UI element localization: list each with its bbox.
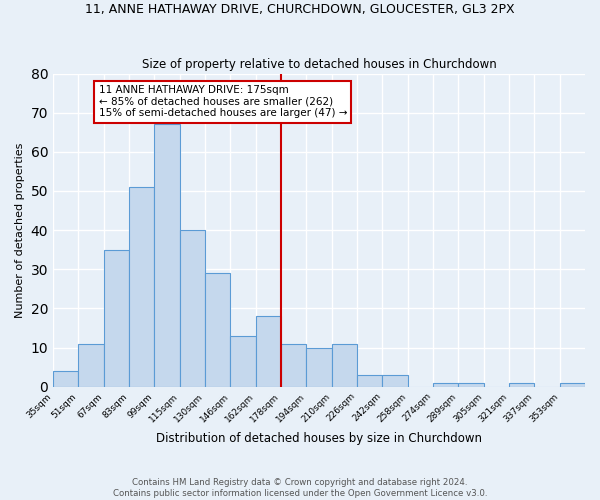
- Text: 11, ANNE HATHAWAY DRIVE, CHURCHDOWN, GLOUCESTER, GL3 2PX: 11, ANNE HATHAWAY DRIVE, CHURCHDOWN, GLO…: [85, 2, 515, 16]
- Bar: [509, 383, 535, 386]
- Bar: [382, 375, 407, 386]
- Bar: [53, 371, 79, 386]
- Bar: [179, 230, 205, 386]
- Bar: [256, 316, 281, 386]
- Bar: [205, 273, 230, 386]
- Bar: [154, 124, 179, 386]
- Text: Contains HM Land Registry data © Crown copyright and database right 2024.
Contai: Contains HM Land Registry data © Crown c…: [113, 478, 487, 498]
- Bar: [281, 344, 307, 386]
- Bar: [129, 187, 154, 386]
- Bar: [104, 250, 129, 386]
- Bar: [357, 375, 382, 386]
- Bar: [79, 344, 104, 386]
- Bar: [230, 336, 256, 386]
- Title: Size of property relative to detached houses in Churchdown: Size of property relative to detached ho…: [142, 58, 496, 71]
- Bar: [560, 383, 585, 386]
- Bar: [332, 344, 357, 386]
- Bar: [433, 383, 458, 386]
- Text: 11 ANNE HATHAWAY DRIVE: 175sqm
← 85% of detached houses are smaller (262)
15% of: 11 ANNE HATHAWAY DRIVE: 175sqm ← 85% of …: [98, 86, 347, 118]
- Bar: [307, 348, 332, 387]
- X-axis label: Distribution of detached houses by size in Churchdown: Distribution of detached houses by size …: [156, 432, 482, 445]
- Y-axis label: Number of detached properties: Number of detached properties: [15, 142, 25, 318]
- Bar: [458, 383, 484, 386]
